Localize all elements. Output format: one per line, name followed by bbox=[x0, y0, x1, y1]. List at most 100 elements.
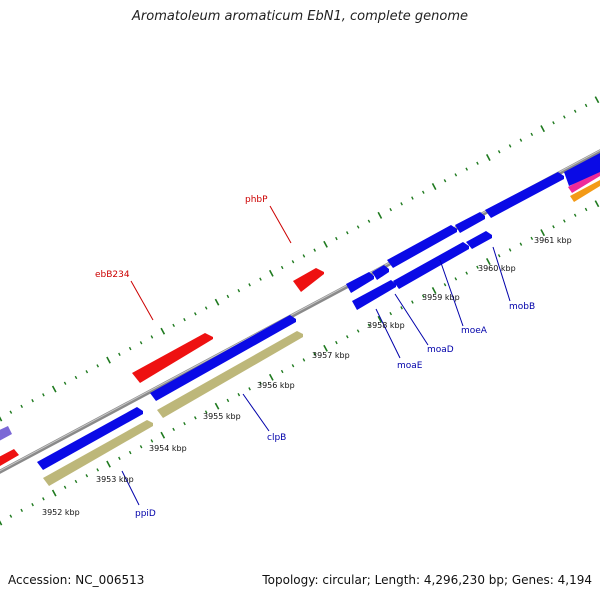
outer-tick bbox=[584, 103, 588, 108]
inner-tick bbox=[237, 392, 241, 397]
inner-tick bbox=[313, 352, 317, 356]
inner-tick bbox=[118, 456, 121, 461]
inner-tick bbox=[139, 445, 143, 449]
gene-feature-purple bbox=[0, 426, 12, 441]
inner-tick bbox=[552, 225, 555, 229]
inner-tick bbox=[106, 460, 111, 468]
outer-tick bbox=[51, 385, 57, 393]
gene-moaE[interactable] bbox=[346, 272, 374, 293]
inner-tick bbox=[356, 329, 360, 333]
scale-label: 3957 kbp bbox=[312, 351, 350, 360]
inner-tick bbox=[96, 468, 100, 472]
callout-ppiD bbox=[121, 470, 140, 506]
inner-tick bbox=[497, 254, 501, 258]
outer-tick bbox=[9, 410, 13, 414]
gene-label-phbP[interactable]: phbP bbox=[245, 195, 268, 205]
inner-tick bbox=[594, 200, 600, 208]
inner-tick bbox=[323, 344, 328, 352]
inner-tick bbox=[9, 514, 13, 518]
outer-tick bbox=[302, 254, 306, 258]
gene-label-moaE[interactable]: moaE bbox=[397, 361, 423, 371]
outer-tick bbox=[497, 150, 501, 154]
outer-tick bbox=[74, 375, 78, 380]
outer-tick bbox=[573, 109, 577, 113]
outer-tick bbox=[85, 370, 89, 374]
gene-label-mobB[interactable]: mobB bbox=[509, 302, 535, 312]
inner-tick bbox=[160, 431, 166, 439]
inner-tick bbox=[51, 489, 57, 497]
inner-tick bbox=[42, 497, 45, 501]
outer-tick bbox=[20, 404, 24, 409]
callout-moeA bbox=[439, 259, 464, 327]
accession-text: Accession: NC_006513 bbox=[8, 573, 145, 587]
inner-tick bbox=[530, 236, 534, 241]
inner-tick bbox=[411, 300, 414, 304]
scale-label: 3960 kbp bbox=[478, 264, 516, 273]
inner-tick bbox=[465, 271, 469, 275]
inner-tick bbox=[268, 373, 274, 381]
outer-tick bbox=[96, 364, 100, 368]
inner-tick bbox=[584, 207, 588, 212]
outer-tick bbox=[248, 283, 251, 287]
inner-tick bbox=[150, 439, 154, 443]
outer-tick bbox=[562, 115, 566, 119]
gene-label-moeA[interactable]: moeA bbox=[461, 326, 488, 336]
outer-tick bbox=[128, 346, 132, 351]
inner-tick bbox=[476, 265, 479, 269]
inner-tick bbox=[74, 479, 78, 484]
outer-tick bbox=[0, 416, 3, 422]
gene-ppiD[interactable] bbox=[43, 420, 153, 486]
inner-tick bbox=[302, 358, 306, 362]
outer-tick bbox=[139, 341, 143, 345]
inner-tick bbox=[573, 213, 577, 217]
outer-tick bbox=[540, 125, 546, 133]
inner-tick bbox=[85, 474, 89, 478]
scale-label: 3959 kbp bbox=[422, 293, 460, 302]
inner-tick bbox=[280, 369, 284, 374]
outer-tick bbox=[31, 398, 34, 403]
inner-tick bbox=[335, 340, 338, 345]
outer-tick bbox=[226, 294, 230, 299]
outer-tick bbox=[335, 236, 338, 241]
inner-tick bbox=[183, 421, 186, 426]
gene-moaD[interactable] bbox=[372, 265, 389, 280]
gene-label-ebB234[interactable]: ebB234 bbox=[95, 270, 130, 280]
inner-tick bbox=[367, 323, 371, 327]
inner-tick bbox=[128, 450, 132, 455]
outer-tick bbox=[280, 265, 284, 270]
gene-mobB[interactable] bbox=[485, 172, 564, 218]
gene-moeA-blue bbox=[387, 225, 457, 268]
outer-tick bbox=[431, 183, 437, 190]
gene-label-ppiD[interactable]: ppiD bbox=[135, 509, 156, 519]
gene-phbP[interactable] bbox=[293, 268, 324, 292]
inner-tick bbox=[193, 416, 197, 420]
outer-tick bbox=[106, 356, 111, 364]
gene-clpB[interactable] bbox=[157, 331, 303, 418]
inner-tick bbox=[0, 520, 3, 526]
genome-summary-text: Topology: circular; Length: 4,296,230 bp… bbox=[262, 573, 592, 587]
outer-tick bbox=[345, 231, 349, 235]
callout-clpB bbox=[242, 393, 270, 432]
inner-tick bbox=[443, 283, 447, 287]
outer-tick bbox=[172, 323, 176, 328]
inner-tick bbox=[31, 502, 34, 507]
outer-tick bbox=[160, 327, 166, 335]
callout-phbP bbox=[269, 205, 292, 244]
inner-tick bbox=[377, 315, 383, 323]
outer-tick bbox=[530, 132, 534, 137]
scale-label: 3955 kbp bbox=[203, 412, 241, 421]
gene-label-moaD[interactable]: moaD bbox=[427, 345, 454, 355]
inner-tick bbox=[226, 398, 230, 403]
gene-label-clpB[interactable]: clpB bbox=[267, 433, 286, 443]
inner-tick bbox=[400, 306, 403, 310]
outer-tick bbox=[291, 260, 295, 264]
inner-tick bbox=[389, 311, 393, 316]
outer-tick bbox=[411, 196, 414, 200]
outer-tick bbox=[118, 352, 121, 357]
inner-tick bbox=[562, 219, 566, 223]
gene-orange bbox=[570, 180, 600, 202]
inner-tick bbox=[431, 287, 437, 294]
gene-ebB234[interactable] bbox=[132, 333, 213, 383]
outer-tick bbox=[259, 277, 262, 281]
inner-tick bbox=[485, 258, 491, 265]
